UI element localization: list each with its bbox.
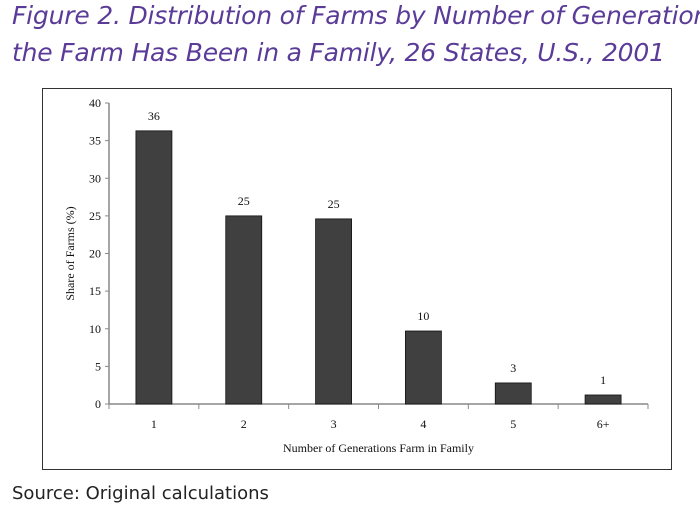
source-note: Source: Original calculations bbox=[12, 483, 269, 504]
y-tick-label: 5 bbox=[95, 359, 101, 373]
x-tick-label: 4 bbox=[420, 417, 426, 431]
bar-3 bbox=[315, 218, 352, 405]
data-label: 25 bbox=[238, 194, 250, 208]
y-tick-label: 25 bbox=[89, 209, 101, 223]
data-label: 10 bbox=[417, 309, 429, 323]
bar-4 bbox=[405, 330, 442, 405]
bar-5 bbox=[494, 382, 532, 405]
data-label: 36 bbox=[148, 109, 160, 123]
y-tick-label: 10 bbox=[89, 322, 101, 336]
y-tick-label: 20 bbox=[89, 247, 101, 261]
y-axis-title: Share of Farms (%) bbox=[63, 206, 77, 300]
bar-6+ bbox=[584, 394, 622, 405]
x-tick-label: 2 bbox=[241, 417, 247, 431]
chart-frame bbox=[42, 88, 672, 470]
x-axis-title: Number of Generations Farm in Family bbox=[283, 441, 474, 455]
y-tick-label: 30 bbox=[89, 171, 101, 185]
x-tick-label: 6+ bbox=[597, 417, 610, 431]
y-tick-label: 0 bbox=[95, 397, 101, 411]
y-tick-label: 40 bbox=[89, 96, 101, 110]
data-label: 3 bbox=[510, 361, 516, 375]
x-tick-label: 3 bbox=[331, 417, 337, 431]
figure-title-line-2: the Farm Has Been in a Family, 26 States… bbox=[12, 38, 665, 67]
bar-2 bbox=[225, 215, 263, 405]
x-tick-label: 1 bbox=[151, 417, 157, 431]
y-tick-label: 15 bbox=[89, 284, 101, 298]
data-label: 25 bbox=[328, 197, 340, 211]
figure-title-line-1: Figure 2. Distribution of Farms by Numbe… bbox=[12, 1, 700, 30]
y-tick-label: 35 bbox=[89, 134, 101, 148]
bar-1 bbox=[135, 130, 173, 405]
x-tick-label: 5 bbox=[510, 417, 516, 431]
data-label: 1 bbox=[600, 373, 606, 387]
